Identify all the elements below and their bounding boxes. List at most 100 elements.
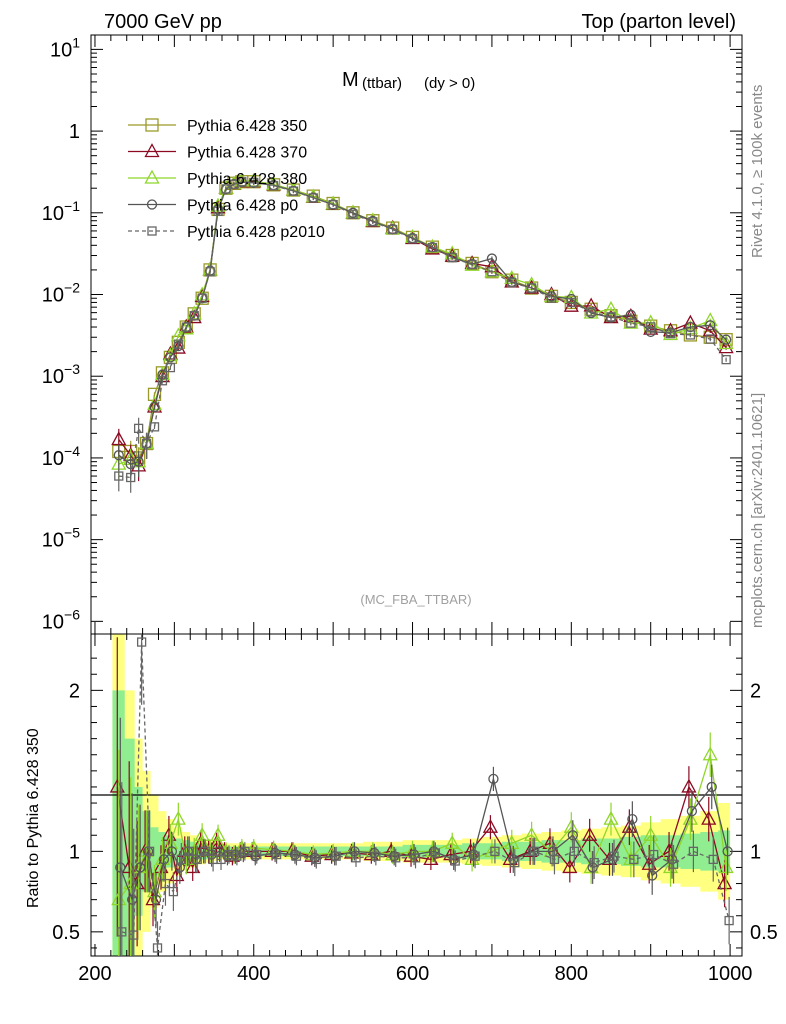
ratio-point xyxy=(210,826,226,841)
ratio-point xyxy=(587,862,598,873)
legend-entry-s350: Pythia 6.428 350 xyxy=(128,118,307,135)
ratio-point xyxy=(649,849,659,860)
ratio-point xyxy=(524,826,540,841)
data-point xyxy=(467,259,477,270)
legend-label: Pythia 6.428 350 xyxy=(187,118,307,135)
ratio-point xyxy=(563,818,579,833)
ratio-point xyxy=(410,853,421,863)
ratio-point xyxy=(490,846,500,856)
ratio-point xyxy=(349,846,360,857)
data-point xyxy=(526,283,537,293)
data-point xyxy=(626,318,636,328)
legend-entry-p0: Pythia 6.428 p0 xyxy=(128,198,298,215)
ratio-point xyxy=(444,834,460,849)
data-point xyxy=(157,376,168,386)
ratio-point xyxy=(269,847,281,859)
ratio-point xyxy=(168,886,179,897)
ratio-point xyxy=(549,854,560,865)
legend: Pythia 6.428 350 Pythia 6.428 370 Pythia 6… xyxy=(128,118,325,241)
ratio-series-s370 xyxy=(109,637,733,956)
ratio-point xyxy=(682,810,698,825)
ratio-point xyxy=(311,854,321,865)
ratio-series-p2010 xyxy=(117,634,734,956)
ratio-point xyxy=(240,846,250,856)
ratio-point xyxy=(351,853,361,863)
data-point xyxy=(170,339,186,354)
ratio-point xyxy=(582,826,598,841)
data-point xyxy=(170,327,186,342)
data-point xyxy=(718,339,734,354)
y-tick-label: 10−6 xyxy=(42,606,80,633)
ratio-point xyxy=(150,894,162,905)
ratio-point xyxy=(724,915,734,926)
legend-entry-p2010: Pythia 6.428 p2010 xyxy=(128,224,325,241)
data-point xyxy=(165,362,176,373)
header-right: Top (parton level) xyxy=(581,11,736,33)
series-s380 xyxy=(111,172,734,480)
data-point xyxy=(308,193,318,203)
ratio-point xyxy=(170,810,186,825)
series-p2010 xyxy=(114,177,731,493)
ratio-point xyxy=(428,846,440,857)
data-point xyxy=(249,177,259,188)
ratio-point xyxy=(681,778,697,793)
data-point xyxy=(388,224,398,235)
ratio-point xyxy=(117,927,127,937)
ratio-point xyxy=(162,834,178,849)
data-point xyxy=(484,263,500,278)
ratio-point xyxy=(127,894,138,905)
data-point xyxy=(133,456,144,467)
ratio-point xyxy=(482,818,499,833)
ratio-y-tick-label: 2 xyxy=(69,680,80,702)
data-point xyxy=(348,209,358,219)
legend-label: Pythia 6.428 p2010 xyxy=(187,224,325,241)
legend-label: Pythia 6.428 p0 xyxy=(187,198,298,215)
data-point xyxy=(205,267,215,277)
ratio-point xyxy=(129,930,139,940)
plot-title-cut: (dy > 0) xyxy=(424,75,475,92)
y-tick-label: 10−3 xyxy=(42,361,80,388)
upper-series xyxy=(111,172,734,493)
data-point xyxy=(173,339,183,349)
data-point xyxy=(603,300,619,315)
ratio-y-tick-label: 1 xyxy=(69,841,80,863)
ratio-point xyxy=(722,846,733,857)
ratio-y-tick-label-right: 0.5 xyxy=(750,922,778,944)
data-point xyxy=(189,311,199,321)
ratio-point xyxy=(216,854,226,865)
data-point xyxy=(606,312,616,322)
ratio-point xyxy=(144,846,155,856)
ratio-point xyxy=(192,854,202,865)
ratio-point xyxy=(647,870,658,881)
ratio-point xyxy=(717,875,733,890)
ratio-point xyxy=(701,810,717,825)
legend-marker xyxy=(144,143,160,158)
ratio-point xyxy=(166,846,178,857)
ratio-point xyxy=(391,853,401,863)
ratio-point xyxy=(488,773,499,785)
ratio-point xyxy=(609,851,619,861)
upper-axis-ticks: 101 1 10−1 10−2 10−3 10−4 10−5 10−6 xyxy=(42,34,742,634)
ratio-point xyxy=(529,846,540,856)
data-point xyxy=(586,307,596,317)
data-point xyxy=(186,309,202,324)
plot-title-sub: (ttbar) xyxy=(362,75,402,92)
legend-entry-s380: Pythia 6.428 380 xyxy=(128,169,307,188)
ratio-point xyxy=(371,851,381,861)
ratio-point xyxy=(430,848,441,858)
series-s350 xyxy=(112,175,733,474)
x-tick-label: 1000 xyxy=(708,963,753,985)
data-point xyxy=(720,334,732,345)
ratio-point xyxy=(629,854,639,865)
ratio-point xyxy=(222,851,233,862)
plot-title-main: M xyxy=(342,69,359,91)
data-point xyxy=(237,177,247,187)
ratio-point xyxy=(643,826,659,841)
ratio-point xyxy=(136,637,147,647)
data-point xyxy=(288,186,299,196)
data-point xyxy=(646,322,656,332)
data-point xyxy=(213,206,223,216)
y-tick-label: 1 xyxy=(69,121,80,143)
ratio-point xyxy=(468,849,479,860)
